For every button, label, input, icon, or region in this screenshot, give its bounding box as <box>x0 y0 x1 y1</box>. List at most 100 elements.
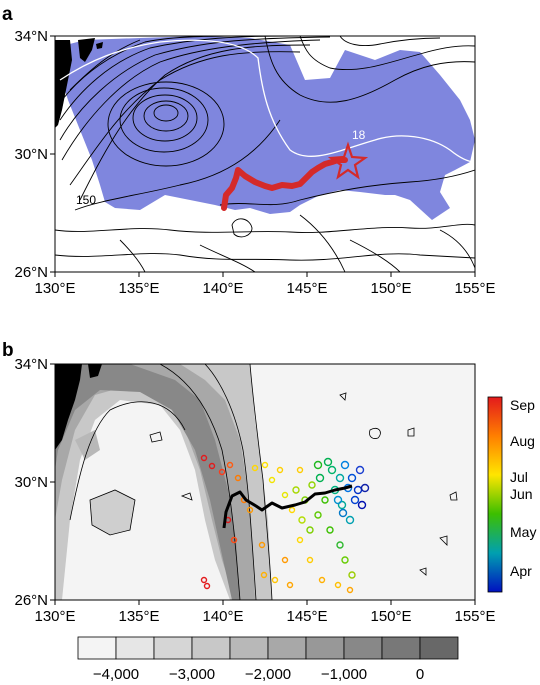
panel-a-lat-30: 30°N <box>14 146 48 163</box>
float-point <box>203 582 211 590</box>
depth-colorbar <box>77 636 459 660</box>
float-point <box>261 461 269 469</box>
panel-b-float-positions <box>200 454 370 594</box>
float-point <box>355 465 365 475</box>
float-point <box>348 571 356 579</box>
float-point <box>336 541 344 549</box>
panel-a-shading <box>60 36 475 220</box>
panel-b-lon-145: 145°E <box>286 608 327 625</box>
month-colorbar-labels: Sep Aug Jul Jun May Apr <box>510 397 536 579</box>
panel-a-lon-145: 145°E <box>286 280 327 297</box>
panel-b-lon-135: 135°E <box>118 608 159 625</box>
panel-a-lon-140: 140°E <box>202 280 243 297</box>
panel-a-star <box>327 141 369 180</box>
depth-label-0: 0 <box>416 666 424 683</box>
panel-b-land-2 <box>88 364 102 378</box>
panel-a-contours <box>55 36 475 272</box>
panel-b-lat-30: 30°N <box>14 474 48 491</box>
float-point <box>347 473 357 483</box>
panel-b-contours <box>69 364 458 600</box>
float-point <box>281 491 289 499</box>
float-point <box>341 556 349 564</box>
contour-label-150: 150 <box>76 193 96 207</box>
float-point <box>200 576 208 584</box>
panel-a-map: 150 18 <box>55 36 475 272</box>
float-point <box>296 466 304 474</box>
float-point <box>296 536 304 544</box>
float-point <box>360 483 370 493</box>
float-point <box>323 457 333 467</box>
contour-label-18: 18 <box>352 128 366 142</box>
panel-a-land-2 <box>78 38 95 62</box>
float-point <box>208 462 216 470</box>
float-point <box>337 500 347 510</box>
float-point <box>321 496 329 504</box>
float-point <box>276 466 284 474</box>
float-point <box>345 515 355 525</box>
panel-a-land <box>55 40 72 128</box>
float-point <box>286 581 294 589</box>
panel-a-lat-26: 26°N <box>14 264 48 281</box>
float-point <box>281 556 289 564</box>
float-point <box>333 495 343 505</box>
panel-a-lon-130: 130°E <box>34 280 75 297</box>
float-point <box>327 465 337 475</box>
float-point <box>292 486 300 494</box>
panel-a-island <box>96 42 103 49</box>
month-label-sep: Sep <box>510 397 535 413</box>
float-point <box>268 476 276 484</box>
panel-a-track <box>221 157 348 211</box>
panel-a-lat-34: 34°N <box>14 28 48 45</box>
month-colorbar <box>487 396 503 593</box>
panel-b-bathy-3 <box>55 364 240 600</box>
float-point <box>314 511 322 519</box>
month-label-jul: Jul <box>510 469 528 485</box>
float-point <box>326 526 334 534</box>
float-point <box>230 536 238 544</box>
float-point <box>318 576 326 584</box>
float-point <box>218 468 226 476</box>
panel-a-lon-155: 155°E <box>454 280 495 297</box>
depth-label-3000: −3,000 <box>169 666 215 683</box>
panel-b-lon-150: 150°E <box>370 608 411 625</box>
float-point <box>260 571 268 579</box>
depth-label-1000: −1,000 <box>321 666 367 683</box>
float-point <box>346 586 354 594</box>
month-label-aug: Aug <box>510 433 535 449</box>
depth-label-4000: −4,000 <box>93 666 139 683</box>
float-point <box>234 474 242 482</box>
panel-b-lat-34: 34°N <box>14 356 48 373</box>
float-point <box>340 460 350 470</box>
float-point <box>298 516 306 524</box>
float-point <box>313 460 323 470</box>
panel-b-letter: b <box>2 340 14 361</box>
float-point <box>335 473 345 483</box>
panel-b-map <box>55 364 475 600</box>
panel-b-mean-track <box>222 484 353 529</box>
depth-label-2000: −2,000 <box>245 666 291 683</box>
float-point <box>251 464 259 472</box>
float-point <box>246 506 254 514</box>
float-point <box>271 576 279 584</box>
panel-b-land <box>55 364 82 450</box>
float-point <box>338 508 348 518</box>
float-point <box>315 473 325 483</box>
panel-a-isotherm <box>59 39 475 163</box>
panel-b-bathy-5 <box>75 430 100 460</box>
float-point <box>306 556 314 564</box>
float-point <box>334 581 342 589</box>
panel-b-lon-155: 155°E <box>454 608 495 625</box>
month-label-jun: Jun <box>510 486 533 502</box>
float-point <box>288 506 296 514</box>
panel-b-lon-130: 130°E <box>34 608 75 625</box>
float-point <box>258 541 266 549</box>
panel-b-lon-140: 140°E <box>202 608 243 625</box>
month-label-apr: Apr <box>510 563 532 579</box>
panel-a-ticks <box>50 35 476 277</box>
float-point <box>306 526 314 534</box>
panel-a-lon-150: 150°E <box>370 280 411 297</box>
depth-colorbar-labels: −4,000 −3,000 −2,000 −1,000 0 <box>93 666 424 683</box>
panel-a-letter: a <box>2 4 13 25</box>
float-point <box>200 454 208 462</box>
